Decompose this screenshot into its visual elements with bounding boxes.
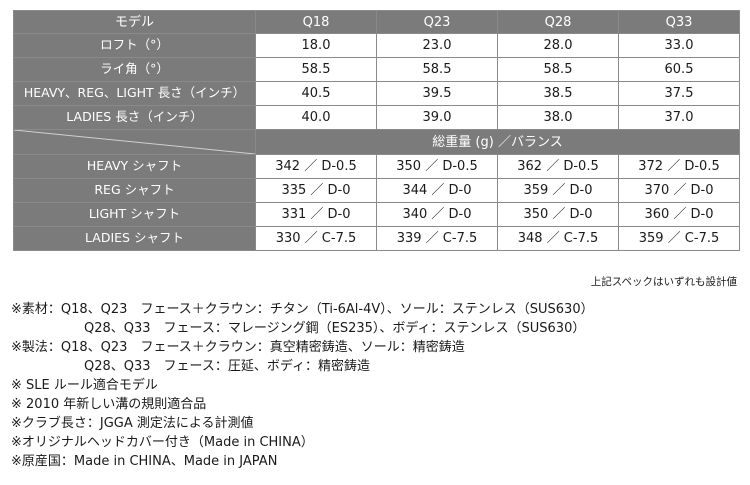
table-cell: 359 ／ C-7.5 — [618, 226, 740, 251]
table-cell: 370 ／ D-0 — [618, 178, 740, 203]
row-label-loft: ロフト（°） — [13, 33, 256, 58]
note-method-continued: Q28、Q33 フェース：圧延、ボディ：精密鋳造 — [84, 359, 370, 374]
table-cell: 350 ／ D-0 — [497, 202, 619, 227]
table-cell: 360 ／ D-0 — [618, 202, 740, 227]
header-cell-model: モデル — [13, 10, 256, 34]
header-cell-q23: Q23 — [376, 10, 498, 34]
row-label-heavy-shaft: HEAVY シャフト — [13, 154, 256, 179]
table-cell: 372 ／ D-0.5 — [618, 154, 740, 179]
row-label-ladies-shaft: LADIES シャフト — [13, 226, 256, 251]
table-cell: 362 ／ D-0.5 — [497, 154, 619, 179]
table-cell: 339 ／ C-7.5 — [376, 226, 498, 251]
table-row: LIGHT シャフト 331 ／ D-0 340 ／ D-0 350 ／ D-0… — [13, 202, 740, 227]
table-cell: 340 ／ D-0 — [376, 202, 498, 227]
note-origin: ※原産国：Made in CHINA、Made in JAPAN — [11, 454, 278, 469]
table-cell: 38.5 — [497, 81, 619, 106]
table-cell: 33.0 — [618, 33, 740, 58]
table-cell: 335 ／ D-0 — [255, 178, 377, 203]
table-cell: 330 ／ C-7.5 — [255, 226, 377, 251]
table-cell: 39.0 — [376, 105, 498, 130]
table-cell: 58.5 — [497, 57, 619, 82]
table-row: ライ角（°） 58.5 58.5 58.5 60.5 — [13, 57, 740, 82]
table-row: HEAVY シャフト 342 ／ D-0.5 350 ／ D-0.5 362 ／… — [13, 154, 740, 179]
row-label-lie: ライ角（°） — [13, 57, 256, 82]
table-cell: 344 ／ D-0 — [376, 178, 498, 203]
diagonal-divider — [13, 129, 256, 155]
header-cell-q28: Q28 — [497, 10, 619, 34]
table-cell: 23.0 — [376, 33, 498, 58]
weight-balance-header: 総重量 (g) ／バランス — [255, 129, 740, 155]
header-cell-q33: Q33 — [618, 10, 740, 34]
table-row: LADIES シャフト 330 ／ C-7.5 339 ／ C-7.5 348 … — [13, 226, 740, 251]
table-cell: 348 ／ C-7.5 — [497, 226, 619, 251]
spec-notes: ※素材：Q18、Q23 フェース＋クラウン：チタン（Ti-6Al-4V）、ソール… — [11, 300, 746, 471]
table-header-row: モデル Q18 Q23 Q28 Q33 — [13, 10, 740, 34]
table-cell: 39.5 — [376, 81, 498, 106]
table-cell: 38.0 — [497, 105, 619, 130]
table-cell: 359 ／ D-0 — [497, 178, 619, 203]
note-club-length: ※クラブ長さ：JGGA 測定法による計測値 — [11, 416, 254, 431]
row-label-length: HEAVY、REG、LIGHT 長さ（インチ） — [13, 81, 256, 106]
weight-header-row: 総重量 (g) ／バランス — [13, 129, 740, 155]
note-groove-rule: ※ 2010 年新しい溝の規則適合品 — [11, 397, 207, 412]
table-cell: 28.0 — [497, 33, 619, 58]
table-row: REG シャフト 335 ／ D-0 344 ／ D-0 359 ／ D-0 3… — [13, 178, 740, 203]
spec-table: モデル Q18 Q23 Q28 Q33 ロフト（°） 18.0 23.0 28.… — [13, 10, 740, 251]
table-row: ロフト（°） 18.0 23.0 28.0 33.0 — [13, 33, 740, 58]
table-cell: 37.5 — [618, 81, 740, 106]
table-cell: 40.5 — [255, 81, 377, 106]
table-cell: 350 ／ D-0.5 — [376, 154, 498, 179]
table-cell: 40.0 — [255, 105, 377, 130]
table-cell: 342 ／ D-0.5 — [255, 154, 377, 179]
note-sle-rule: ※ SLE ルール適合モデル — [11, 378, 158, 393]
table-row: LADIES 長さ（インチ） 40.0 39.0 38.0 37.0 — [13, 105, 740, 130]
table-cell: 331 ／ D-0 — [255, 202, 377, 227]
table-cell: 18.0 — [255, 33, 377, 58]
table-cell: 37.0 — [618, 105, 740, 130]
design-value-note: 上記スペックはいずれも設計値 — [590, 276, 737, 288]
table-cell: 58.5 — [376, 57, 498, 82]
header-cell-q18: Q18 — [255, 10, 377, 34]
row-label-light-shaft: LIGHT シャフト — [13, 202, 256, 227]
note-method: ※製法：Q18、Q23 フェース＋クラウン：真空精密鋳造、ソール：精密鋳造 — [11, 340, 465, 355]
note-headcover: ※オリジナルヘッドカバー付き（Made in CHINA） — [11, 435, 314, 450]
row-label-ladies-length: LADIES 長さ（インチ） — [13, 105, 256, 130]
table-cell: 60.5 — [618, 57, 740, 82]
table-row: HEAVY、REG、LIGHT 長さ（インチ） 40.5 39.5 38.5 3… — [13, 81, 740, 106]
note-material: ※素材：Q18、Q23 フェース＋クラウン：チタン（Ti-6Al-4V）、ソール… — [11, 302, 594, 317]
row-label-reg-shaft: REG シャフト — [13, 178, 256, 203]
table-cell: 58.5 — [255, 57, 377, 82]
note-material-continued: Q28、Q33 フェース：マレージング鋼（ES235）、ボディ：ステンレス（SU… — [84, 321, 586, 336]
